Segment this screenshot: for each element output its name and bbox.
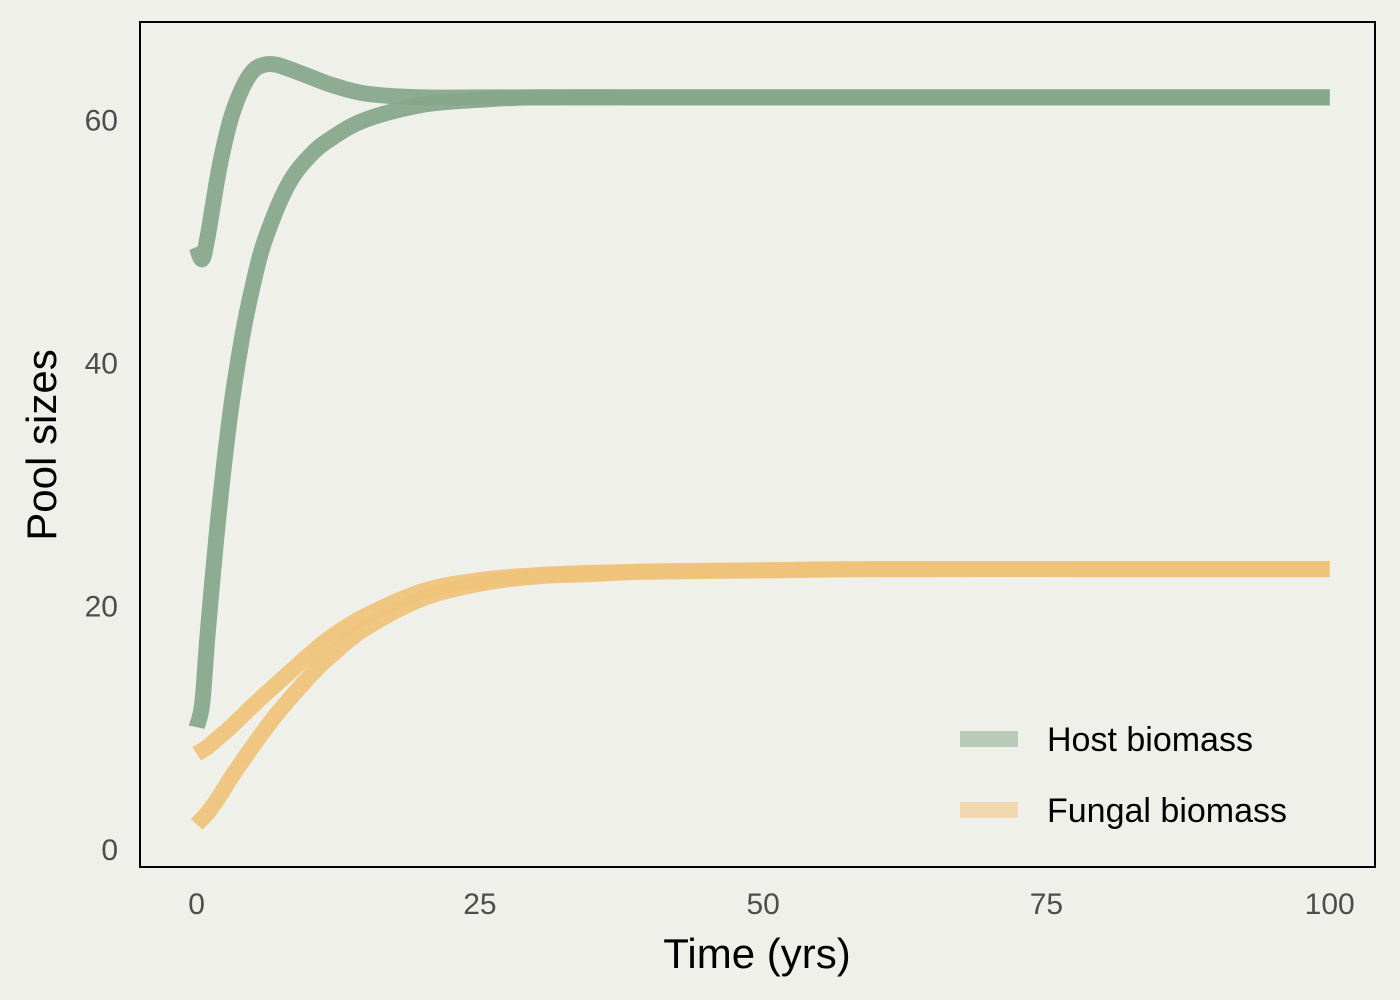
x-tick-label: 25 (463, 888, 496, 921)
x-tick-label: 0 (188, 888, 205, 921)
legend-label-host-biomass: Host biomass (1047, 721, 1253, 759)
series-layer (188, 55, 1330, 830)
plot-border (139, 21, 1376, 868)
y-axis-ticks: 0 20 40 60 (85, 104, 118, 866)
x-axis-title: Time (yrs) (663, 930, 850, 977)
legend: Host biomass Fungal biomass (960, 721, 1287, 830)
fungal-biomass-line-2 (190, 561, 1330, 830)
y-tick-label: 60 (85, 104, 118, 137)
y-tick-label: 20 (85, 591, 118, 624)
x-tick-label: 50 (746, 888, 779, 921)
y-tick-label: 0 (101, 834, 118, 867)
x-tick-label: 75 (1030, 888, 1063, 921)
x-tick-label: 100 (1305, 888, 1355, 921)
y-tick-label: 40 (85, 347, 118, 380)
host-biomass-line-2 (188, 89, 1330, 730)
x-axis-ticks: 0 25 50 75 100 (188, 888, 1354, 921)
y-axis-title: Pool sizes (18, 349, 65, 540)
legend-label-fungal-biomass: Fungal biomass (1047, 792, 1287, 830)
